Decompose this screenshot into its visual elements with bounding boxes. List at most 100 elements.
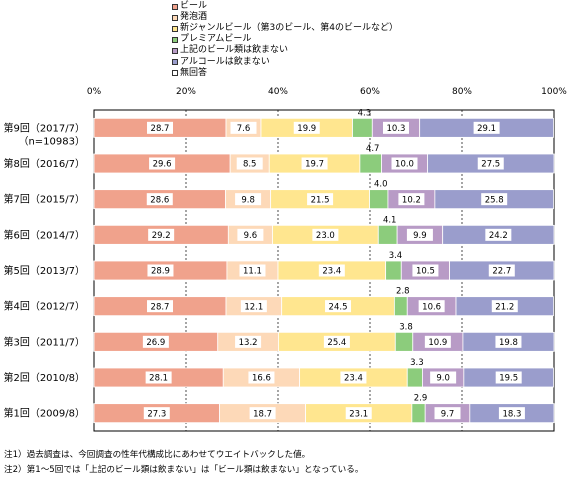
data-label-bg [434, 407, 461, 420]
data-label-bg [485, 228, 512, 241]
data-label: 23.1 [349, 409, 368, 419]
stacked-bar-chart: 0% 20% 40% 60% 80% 100% 第9回（2017/7）（n=10983） 28… [3, 87, 567, 432]
data-label-bg [495, 371, 522, 384]
data-label-bg [249, 407, 276, 420]
x-tick-label: 60% [360, 87, 380, 97]
data-label: 2.9 [414, 394, 428, 404]
data-label: 10.0 [395, 160, 414, 170]
data-label-bg [301, 157, 328, 170]
legend-item: 新ジャンルビール（第3のビール、第4のビールなど） [172, 23, 398, 34]
legend: ビール 発泡酒 新ジャンルビール（第3のビール、第4のビールなど） プレミアムビール上… [172, 1, 398, 79]
legend-item: 無回答 [172, 68, 398, 79]
data-label-bg [424, 335, 451, 348]
footnote-2: 注2）第1～5回では「上記のビール類は飲まない」は「ビール類は飲まない」となって… [4, 465, 364, 475]
legend-item: プレミアムビール [172, 34, 398, 45]
category-label: 第2回（2010/8） [3, 371, 85, 384]
data-label: 11.1 [243, 267, 262, 277]
data-label-bg [235, 335, 262, 348]
data-label-bg [488, 264, 515, 277]
data-label: 18.7 [253, 409, 272, 419]
data-label: 4.7 [366, 144, 380, 154]
data-label-bg [406, 228, 433, 241]
x-tick-label: 80% [452, 87, 472, 97]
data-label: 10.9 [428, 338, 447, 348]
legend-label: 発泡酒 [180, 12, 208, 23]
x-tick-label: 100% [541, 87, 567, 97]
data-label-bg [230, 121, 257, 134]
legend-item: アルコールは飲まない [172, 56, 398, 67]
data-label: 10.6 [422, 302, 441, 312]
data-label: 13.2 [239, 338, 258, 348]
data-label: 28.9 [151, 267, 170, 277]
legend-swatch [172, 36, 178, 43]
category-label: 第7回（2015/7） [3, 193, 85, 206]
data-label: 24.2 [489, 231, 508, 241]
data-label: 19.5 [499, 374, 518, 384]
data-label-bg [398, 193, 425, 206]
bar-segment [411, 403, 426, 424]
data-label: 10.3 [387, 124, 406, 134]
data-label-bg [491, 300, 518, 313]
data-label-bg [345, 407, 372, 420]
data-label: 28.7 [151, 302, 170, 312]
data-label-bg [293, 121, 320, 134]
bar-segment [359, 153, 382, 174]
category-label: 第6回（2014/7） [3, 228, 85, 241]
data-label: 21.2 [495, 302, 514, 312]
data-label: 19.7 [305, 160, 324, 170]
data-label: 3.3 [410, 358, 424, 368]
category-label: 第3回（2011/7） [3, 335, 85, 348]
category-label: 第4回（2012/7） [3, 300, 85, 313]
bar-segment [352, 117, 373, 138]
data-label: 7.6 [237, 124, 251, 134]
legend-swatch [172, 25, 178, 32]
legend-swatch [172, 59, 178, 66]
data-label: 23.4 [322, 267, 341, 277]
data-label-bg [248, 371, 275, 384]
legend-label: 無回答 [180, 67, 208, 78]
category-label: （n=10983） [18, 135, 85, 147]
data-label: 19.8 [499, 338, 518, 348]
data-label-bg [481, 193, 508, 206]
legend-item: ビール [172, 1, 398, 12]
data-label: 9.9 [413, 231, 427, 241]
data-label: 8.5 [243, 160, 257, 170]
x-tick-label: 20% [176, 87, 196, 97]
data-label: 19.9 [297, 124, 316, 134]
data-label-bg [325, 300, 352, 313]
data-label-bg [312, 228, 339, 241]
data-label-bg [143, 407, 170, 420]
data-label: 3.8 [399, 322, 413, 332]
legend-item: 発泡酒 [172, 12, 398, 23]
data-label-bg [477, 157, 504, 170]
data-label-bg [147, 300, 174, 313]
data-label-bg [430, 371, 457, 384]
legend-swatch [172, 70, 178, 77]
bar-segment [394, 331, 414, 352]
footnote-1: 注1）過去調査は、今回調査の性年代構成比にあわせてウエイトバックした値。 [4, 450, 311, 460]
bar-segment [369, 189, 389, 210]
category-label: 第9回（2017/7） [3, 121, 85, 134]
data-label-bg [145, 371, 172, 384]
data-label: 4.1 [383, 215, 397, 225]
data-label: 25.8 [485, 195, 504, 205]
data-label: 28.6 [150, 195, 169, 205]
data-label-bg [391, 157, 418, 170]
data-label: 27.3 [147, 409, 166, 419]
data-label: 12.1 [244, 302, 263, 312]
data-label-bg [235, 193, 262, 206]
legend-label: ビール [180, 1, 208, 12]
data-label: 3.4 [389, 251, 403, 261]
data-label: 10.2 [402, 195, 421, 205]
data-label-bg [412, 264, 439, 277]
footnotes: 注1）過去調査は、今回調査の性年代構成比にあわせてウエイトバックした値。 注2）… [4, 448, 363, 478]
bar-segment [393, 296, 408, 317]
data-label-bg [382, 121, 409, 134]
category-label: 第5回（2013/7） [3, 264, 85, 277]
data-label-bg [240, 300, 267, 313]
data-label: 21.5 [311, 195, 330, 205]
data-label: 29.2 [152, 231, 171, 241]
data-label: 9.0 [436, 374, 450, 384]
legend-swatch [172, 3, 178, 10]
data-label-bg [473, 121, 500, 134]
